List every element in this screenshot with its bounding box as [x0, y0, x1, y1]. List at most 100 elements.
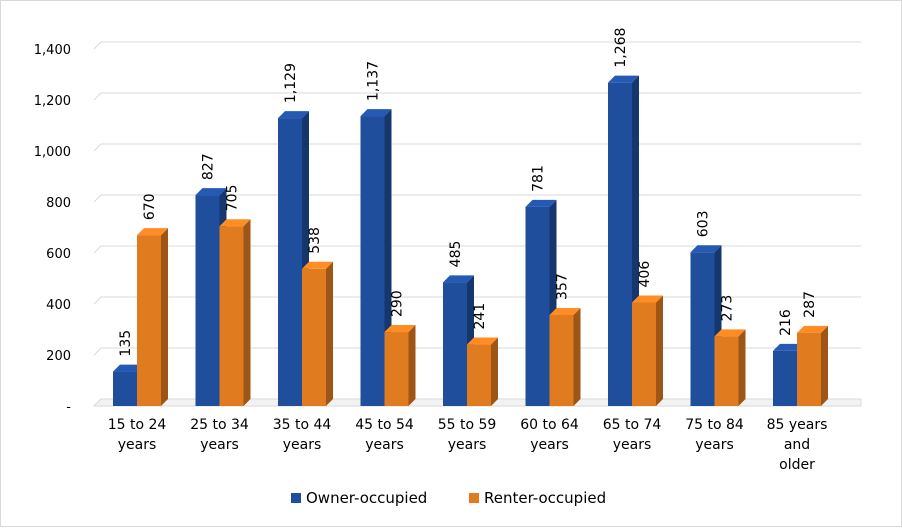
data-label: 216 — [778, 309, 794, 336]
bar-front — [302, 268, 326, 406]
x-category-label: 15 to 24 years — [108, 417, 167, 453]
y-tick-label: 200 — [46, 349, 71, 364]
legend: Owner-occupied Renter-occupied — [291, 489, 606, 507]
y-tick-label: 1,000 — [34, 145, 71, 160]
x-category-label: 35 to 44 years — [273, 417, 332, 453]
y-tick-label: 1,200 — [34, 94, 71, 109]
gridline-join — [93, 92, 102, 101]
bar-top — [302, 261, 333, 269]
y-tick-label: 1,400 — [34, 43, 71, 58]
x-category-label: 55 to 59 years — [438, 417, 497, 453]
bar-front — [113, 371, 137, 406]
legend-label: Owner-occupied — [306, 489, 427, 507]
bar-top — [443, 275, 474, 283]
data-label: 287 — [802, 291, 818, 318]
y-tick-label: 400 — [46, 298, 71, 313]
bar-top — [384, 325, 416, 333]
bar-renter-5 — [549, 307, 581, 406]
bar-side — [491, 337, 498, 406]
bar-front — [714, 336, 739, 406]
bar-front — [797, 332, 821, 406]
x-category-label: 60 to 64 years — [520, 417, 579, 453]
bar-top — [195, 188, 227, 196]
data-label: 781 — [531, 165, 547, 192]
x-category-label: 25 to 34 years — [190, 417, 249, 453]
data-label-layer: 135 827 1,129 1,137 485 781 1,268 603 216 670 705 5… — [118, 28, 818, 357]
bar-front — [608, 82, 632, 406]
bar-front — [278, 118, 302, 406]
data-label: 406 — [637, 261, 653, 288]
bar-renter-7 — [714, 329, 746, 406]
gridline-join — [93, 245, 102, 254]
bar-side — [408, 325, 416, 406]
bar-front — [384, 332, 409, 406]
bar-top — [797, 325, 828, 333]
bar-top — [632, 295, 663, 303]
bar-top — [773, 343, 804, 351]
bar-front — [690, 252, 715, 406]
bar-top — [525, 199, 557, 207]
bar-renter-4 — [467, 337, 498, 406]
bar-top — [113, 364, 144, 372]
bar-renter-3 — [384, 325, 416, 406]
y-tick-label: 800 — [46, 196, 71, 211]
x-category-label: 75 to 84 years — [685, 417, 744, 453]
data-label: 1,129 — [283, 63, 299, 103]
bar-front — [525, 206, 550, 406]
bar-top — [278, 111, 309, 119]
bar-front — [360, 116, 385, 406]
bar-front — [219, 226, 244, 406]
bar-renter-1 — [219, 219, 251, 406]
gridline-join — [93, 296, 102, 305]
bar-front — [773, 350, 797, 406]
data-label: 485 — [448, 241, 464, 268]
bar-renter-8 — [797, 325, 828, 406]
bar-side — [821, 325, 828, 406]
bar-side — [573, 307, 581, 406]
bar-side — [161, 228, 168, 406]
data-label: 827 — [201, 153, 217, 180]
gridline-join — [93, 347, 102, 356]
bar-front — [467, 344, 491, 406]
bar-top — [714, 329, 746, 337]
bar-front — [632, 302, 656, 406]
data-label: 290 — [390, 290, 406, 317]
gridline-join — [93, 143, 102, 152]
bar-renter-2 — [302, 261, 333, 406]
y-axis-tick-labels: - 200 400 600 800 1,000 1,200 1,400 — [34, 43, 72, 415]
y-tick-label: 600 — [46, 247, 71, 262]
data-label: 135 — [118, 330, 134, 357]
bar-top — [219, 219, 251, 227]
legend-item-owner: Owner-occupied — [291, 489, 427, 507]
x-axis-category-labels: 15 to 24 years 25 to 34 years 35 to 44 years 4… — [108, 417, 828, 473]
data-label: 603 — [696, 211, 712, 238]
bar-top — [608, 75, 639, 83]
gridline-join — [93, 41, 102, 50]
bar-top — [549, 307, 581, 315]
x-category-label: 85 years and older — [767, 417, 828, 473]
bar-side — [326, 261, 333, 406]
legend-item-renter: Renter-occupied — [469, 489, 606, 507]
bar-front — [549, 314, 574, 406]
bar-renter-6 — [632, 295, 663, 406]
bar-side — [656, 295, 663, 406]
bar-side — [738, 329, 746, 406]
bar-renter-0 — [137, 228, 168, 406]
data-label: 670 — [142, 193, 158, 220]
bar-front — [443, 282, 467, 406]
bar-top — [137, 228, 168, 236]
bar-front — [137, 235, 161, 406]
bar-top — [467, 337, 498, 345]
bar-side — [243, 219, 251, 406]
x-category-label: 45 to 54 years — [355, 417, 414, 453]
data-label: 273 — [720, 295, 736, 322]
legend-swatch — [469, 493, 479, 503]
legend-swatch — [291, 493, 301, 503]
gridline-join — [93, 194, 102, 203]
data-label: 241 — [472, 303, 488, 330]
data-label: 538 — [307, 227, 323, 254]
x-category-label: 65 to 74 years — [603, 417, 662, 453]
data-label: 357 — [555, 273, 571, 300]
